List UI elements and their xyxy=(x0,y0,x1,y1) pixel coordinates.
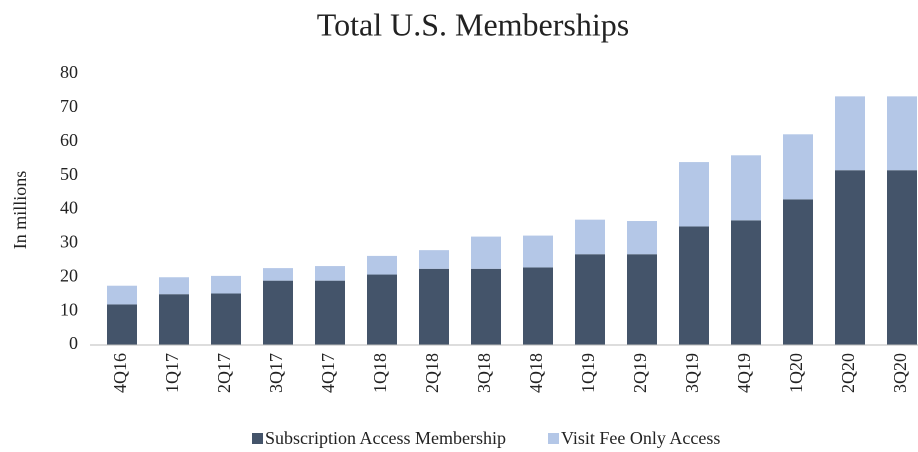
x-tick-label: 4Q18 xyxy=(526,353,546,393)
y-tick-label: 40 xyxy=(60,198,78,218)
y-tick-label: 30 xyxy=(60,232,78,252)
bar-segment xyxy=(731,155,761,221)
bar-segment xyxy=(367,274,397,345)
y-tick-label: 70 xyxy=(60,96,78,116)
x-tick-label: 2Q19 xyxy=(630,353,650,393)
bar-segment xyxy=(887,170,917,345)
bar-segment xyxy=(523,235,553,268)
x-tick-label: 3Q18 xyxy=(474,353,494,393)
x-tick-label: 1Q18 xyxy=(370,353,390,393)
legend-swatch xyxy=(548,433,559,444)
bar-segment xyxy=(211,275,241,294)
x-tick-label: 3Q20 xyxy=(890,353,910,393)
bar-segment xyxy=(315,280,345,345)
x-tick-label: 4Q16 xyxy=(110,353,130,393)
x-tick-label: 1Q20 xyxy=(786,353,806,393)
bar-segment xyxy=(159,277,189,295)
x-tick-label: 2Q18 xyxy=(422,353,442,393)
legend-swatch xyxy=(252,433,263,444)
x-tick-label: 4Q17 xyxy=(318,353,338,393)
bar-segment xyxy=(783,199,813,345)
bar-segment xyxy=(471,268,501,345)
bar-segment xyxy=(471,236,501,269)
x-tick-label: 4Q19 xyxy=(734,353,754,393)
y-tick-label: 10 xyxy=(60,299,78,319)
bar-segment xyxy=(263,268,293,281)
x-tick-label: 1Q19 xyxy=(578,353,598,393)
bar-segment xyxy=(523,267,553,345)
y-tick-label: 60 xyxy=(60,130,78,150)
bar-segment xyxy=(211,293,241,345)
y-tick-label: 20 xyxy=(60,265,78,285)
bar-segment xyxy=(731,220,761,345)
x-tick-label: 2Q20 xyxy=(838,353,858,393)
bar-segment xyxy=(575,219,605,255)
bar-segment xyxy=(679,226,709,345)
bar-segment xyxy=(107,304,137,345)
chart-title: Total U.S. Memberships xyxy=(317,6,629,42)
bar-segment xyxy=(783,134,813,200)
x-tick-label: 3Q17 xyxy=(266,353,286,393)
bar-segment xyxy=(679,162,709,227)
bar-segment xyxy=(575,254,605,345)
bar-segment xyxy=(627,221,657,255)
y-tick-label: 80 xyxy=(60,62,78,82)
x-tick-label: 3Q19 xyxy=(682,353,702,393)
bar-segment xyxy=(419,250,449,269)
bar-segment xyxy=(263,280,293,345)
y-tick-label: 50 xyxy=(60,164,78,184)
bar-segment xyxy=(367,255,397,275)
bar-segment xyxy=(315,266,345,281)
x-tick-label: 2Q17 xyxy=(214,353,234,393)
x-tick-label: 1Q17 xyxy=(162,353,182,393)
bar-segment xyxy=(627,254,657,345)
bar-segment xyxy=(107,285,137,305)
bar-segment xyxy=(159,294,189,345)
y-tick-label: 0 xyxy=(69,333,78,353)
bar-segment xyxy=(835,170,865,345)
bar-segment xyxy=(419,268,449,345)
legend-label: Subscription Access Membership xyxy=(265,428,506,448)
y-axis-label: In millions xyxy=(10,171,30,250)
legend-label: Visit Fee Only Access xyxy=(561,428,720,448)
bar-segment xyxy=(887,96,917,171)
bar-segment xyxy=(835,96,865,171)
